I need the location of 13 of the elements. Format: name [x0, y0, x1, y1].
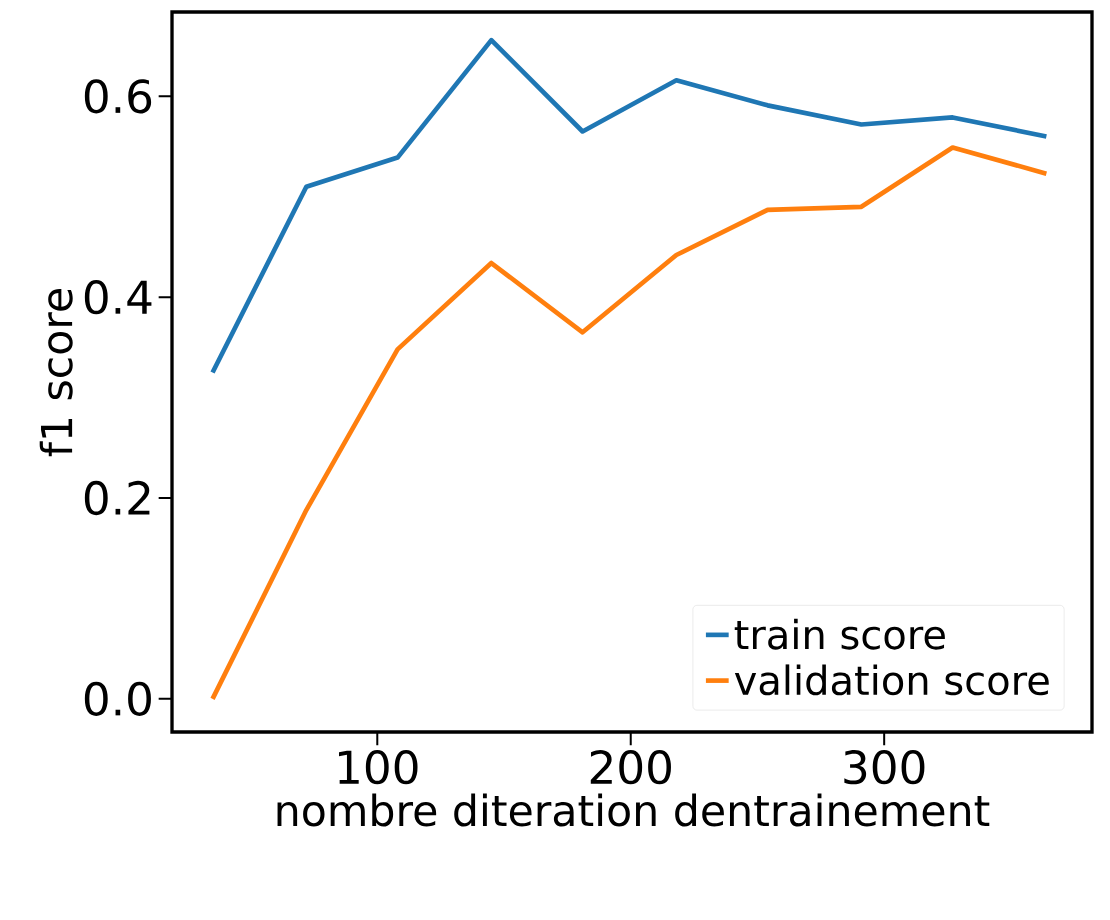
y-tick-label: 0.4: [84, 280, 152, 315]
x-tick-label: 100: [339, 750, 418, 785]
line-series: [210, 145, 1049, 702]
y-axis-title: f1 score: [39, 289, 73, 457]
y-tick-label: 0.0: [84, 681, 151, 716]
x-tick-label: 300: [844, 750, 925, 785]
y-tick-label: 0.6: [84, 79, 152, 114]
line-series: [210, 37, 1049, 375]
x-axis-title: nombre diteration dentrainement: [277, 793, 990, 827]
x-tick-label: 200: [590, 750, 671, 785]
legend-label: validation score: [734, 664, 1049, 696]
y-tick-label: 0.2: [84, 480, 150, 516]
legend-label: train score: [734, 618, 945, 650]
